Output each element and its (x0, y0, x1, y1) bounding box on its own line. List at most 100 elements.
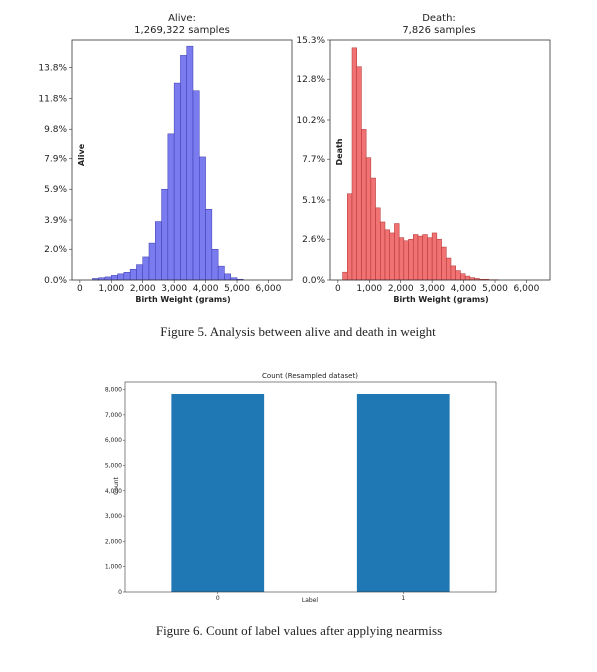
c2-bar-24 (455, 270, 461, 281)
death-histogram: Death: 7,826 samples 0.0% 2.6% 5.1% 7.7% 10.… (296, 13, 551, 304)
c1-y-tick-label-5: 9.8% (44, 125, 67, 135)
death-plot-frame (329, 39, 551, 281)
count-plot-frame (124, 381, 497, 593)
c1-y-tick-label-7: 13.8% (38, 64, 67, 74)
c2-y-tick-label-1: 2.6% (302, 235, 325, 245)
c2-bar-5 (365, 157, 372, 281)
c2-x-tick-label-2: 2,000 (388, 284, 414, 294)
count-y-tick-label-0: 0 (118, 589, 122, 596)
c1-bar-21 (224, 273, 231, 281)
c1-bar-9 (148, 242, 156, 281)
c1-bar-13 (173, 82, 181, 281)
c1-x-tick-label-0: 0 (77, 284, 83, 294)
c1-bar-19 (211, 248, 219, 281)
count-bars (171, 393, 450, 592)
c2-bar-7 (375, 207, 381, 281)
c2-bar-14 (408, 238, 414, 281)
alive-x-axis-label: Birth Weight (grams) (135, 295, 230, 304)
c1-bar-5 (123, 272, 131, 281)
death-y-ticks: 0.0% 2.6% 5.1% 7.7% 10.2% 12.8% 15.3% (296, 36, 330, 286)
c1-bar-4 (117, 273, 125, 281)
death-title-line2: 7,826 samples (402, 25, 475, 36)
c1-x-tick-label-5: 5,000 (224, 284, 250, 294)
c1-y-tick-label-2: 3.9% (44, 216, 67, 226)
c1-bar-16 (192, 90, 200, 281)
c2-bar-4 (361, 129, 367, 281)
alive-bars (92, 45, 244, 281)
count-x-axis-label: Label (302, 597, 319, 604)
death-y-axis-label: Death (335, 138, 344, 165)
c2-y-tick-label-5: 12.8% (296, 75, 325, 85)
count-y-tick-label-2: 2,000 (105, 538, 122, 545)
count-x-tick-label-1: 1 (401, 595, 405, 602)
c1-bar-7 (136, 264, 143, 281)
count-y-axis-label: Count (113, 476, 120, 494)
alive-histogram: Alive: 1,269,322 samples 0.0% 2.0% 3.9% 5.9… (38, 13, 293, 304)
count-y-tick-label-1: 1,000 (105, 564, 122, 571)
c2-bar-2 (351, 47, 357, 281)
c1-y-tick-label-3: 5.9% (44, 185, 67, 195)
count-bar-chart: Count (Resampled dataset) 0 1,000 2,000 3,0… (105, 372, 497, 604)
count-y-tick-label-6: 6,000 (105, 437, 122, 444)
death-x-axis-label: Birth Weight (grams) (393, 295, 488, 304)
c2-x-tick-label-4: 4,000 (451, 284, 477, 294)
c1-y-tick-label-4: 7.9% (44, 154, 67, 164)
count-y-tick-label-8: 8,000 (105, 387, 122, 394)
count-x-tick-label-0: 0 (216, 595, 220, 602)
c2-y-tick-label-6: 15.3% (296, 36, 325, 46)
c2-bar-19 (431, 232, 438, 281)
alive-y-axis-label: Alive (77, 143, 86, 166)
count-y-tick-label-4: 4,000 (105, 488, 122, 495)
c2-x-tick-label-0: 0 (335, 284, 341, 294)
c2-x-tick-label-6: 6,000 (514, 284, 540, 294)
c2-x-tick-label-3: 3,000 (419, 284, 445, 294)
c2-bar-8 (380, 221, 386, 281)
c2-bar-1 (347, 193, 353, 281)
c2-bar-9 (384, 229, 390, 281)
c2-bar-13 (403, 240, 409, 281)
c1-bar-20 (217, 265, 225, 281)
c2-y-tick-label-4: 10.2% (296, 116, 325, 126)
c2-bar-17 (422, 234, 428, 281)
c2-bar-16 (417, 235, 423, 281)
c2-x-tick-label-1: 1,000 (356, 284, 382, 294)
count-bar-0 (171, 393, 265, 592)
c1-x-tick-label-3: 3,000 (161, 284, 187, 294)
c1-y-tick-label-6: 11.8% (38, 94, 67, 104)
c1-y-tick-label-1: 2.0% (44, 245, 67, 255)
c1-bar-6 (129, 268, 137, 281)
figure-6-caption: Figure 6. Count of label values after ap… (156, 623, 442, 638)
c2-y-tick-label-2: 5.1% (302, 196, 325, 206)
death-bars (342, 47, 499, 281)
alive-title-line1: Alive: (168, 13, 196, 24)
c1-bar-12 (167, 133, 175, 281)
c1-y-tick-label-0: 0.0% (44, 276, 67, 286)
c2-bar-23 (450, 265, 456, 281)
c2-y-tick-label-3: 7.7% (302, 155, 325, 165)
c2-bar-20 (436, 238, 442, 281)
count-y-ticks: 0 1,000 2,000 3,000 4,000 5,000 6,000 7,000 8,00… (105, 387, 125, 596)
count-y-tick-label-5: 5,000 (105, 462, 122, 469)
c2-bar-25 (460, 273, 466, 281)
c2-bar-3 (356, 66, 362, 281)
death-x-ticks: 0 1,000 2,000 3,000 4,000 5,000 6,000 (335, 280, 540, 294)
c1-bar-11 (161, 188, 169, 281)
c2-bar-6 (370, 177, 376, 281)
c1-x-tick-label-1: 1,000 (98, 284, 124, 294)
c2-bar-22 (446, 257, 452, 281)
figure-5-caption: Figure 5. Analysis between alive and dea… (160, 324, 436, 339)
c2-bar-18 (427, 237, 433, 281)
alive-y-ticks: 0.0% 2.0% 3.9% 5.9% 7.9% 9.8% 11.8% 13.8% (38, 64, 72, 286)
count-bar-1 (356, 393, 450, 592)
c2-bar-10 (389, 232, 395, 281)
c2-y-tick-label-0: 0.0% (302, 276, 325, 286)
c1-x-tick-label-4: 4,000 (193, 284, 219, 294)
c2-x-tick-label-5: 5,000 (482, 284, 508, 294)
c1-bar-15 (186, 45, 194, 281)
count-y-tick-label-7: 7,000 (105, 412, 122, 419)
count-chart-title: Count (Resampled dataset) (262, 372, 358, 380)
c1-bar-17 (199, 156, 206, 281)
c1-bar-3 (111, 275, 118, 281)
